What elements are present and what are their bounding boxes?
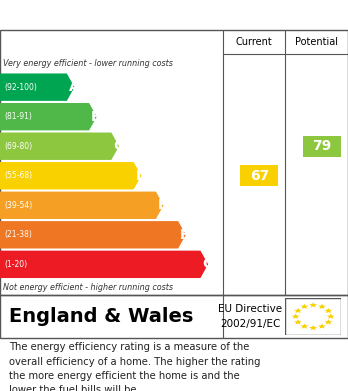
Polygon shape — [327, 314, 335, 319]
Text: (92-100): (92-100) — [4, 83, 37, 91]
Text: B: B — [91, 110, 102, 124]
Polygon shape — [309, 302, 317, 307]
Polygon shape — [324, 308, 332, 313]
Text: 67: 67 — [250, 169, 269, 183]
Text: Current: Current — [236, 37, 272, 47]
Polygon shape — [318, 304, 326, 309]
Text: A: A — [69, 80, 79, 94]
Text: C: C — [113, 139, 123, 153]
Text: G: G — [202, 257, 214, 271]
Polygon shape — [0, 133, 119, 160]
Polygon shape — [324, 319, 332, 325]
Text: E: E — [158, 198, 167, 212]
Text: (39-54): (39-54) — [4, 201, 32, 210]
Polygon shape — [240, 165, 278, 187]
Polygon shape — [0, 103, 97, 130]
Polygon shape — [292, 314, 300, 319]
Text: The energy efficiency rating is a measure of the
overall efficiency of a home. T: The energy efficiency rating is a measur… — [9, 342, 260, 391]
Polygon shape — [294, 319, 302, 325]
Text: England & Wales: England & Wales — [9, 307, 193, 326]
Polygon shape — [303, 136, 341, 157]
Text: (55-68): (55-68) — [4, 171, 32, 180]
Text: F: F — [180, 228, 189, 242]
Text: (69-80): (69-80) — [4, 142, 32, 151]
Polygon shape — [318, 324, 326, 328]
Polygon shape — [0, 192, 164, 219]
Polygon shape — [309, 325, 317, 330]
Text: Potential: Potential — [295, 37, 338, 47]
Text: 79: 79 — [312, 139, 332, 153]
Text: (1-20): (1-20) — [4, 260, 27, 269]
Text: (81-91): (81-91) — [4, 112, 32, 121]
Text: (21-38): (21-38) — [4, 230, 32, 239]
Polygon shape — [0, 251, 208, 278]
Polygon shape — [300, 324, 308, 328]
Text: Energy Efficiency Rating: Energy Efficiency Rating — [9, 7, 219, 23]
Polygon shape — [0, 162, 141, 190]
Text: D: D — [135, 169, 147, 183]
Text: Very energy efficient - lower running costs: Very energy efficient - lower running co… — [3, 59, 173, 68]
Text: Not energy efficient - higher running costs: Not energy efficient - higher running co… — [3, 283, 174, 292]
Polygon shape — [300, 304, 308, 309]
Text: EU Directive
2002/91/EC: EU Directive 2002/91/EC — [219, 305, 283, 328]
Polygon shape — [0, 74, 74, 101]
Polygon shape — [0, 221, 186, 249]
Polygon shape — [294, 308, 302, 313]
